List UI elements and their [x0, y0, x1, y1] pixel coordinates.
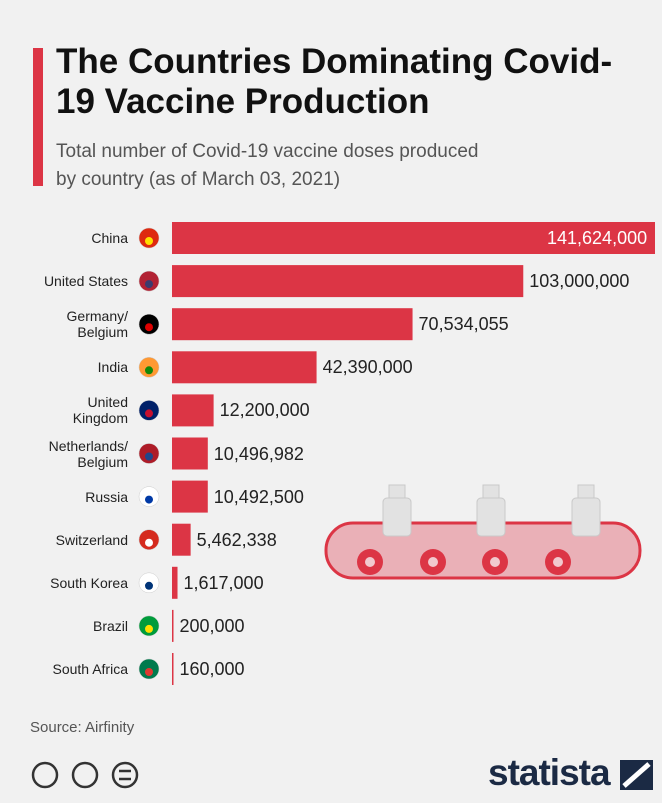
value-label: 70,534,055 [418, 314, 509, 335]
category-label: Netherlands/ Belgium [48, 437, 128, 470]
bar [172, 351, 317, 384]
bar [172, 265, 524, 298]
bar [172, 566, 178, 599]
bar [172, 222, 655, 254]
flag-icon-detail [145, 624, 153, 633]
value-label: 200,000 [179, 615, 245, 636]
flag-icon-detail [145, 495, 153, 504]
flag-icon-detail [145, 668, 153, 676]
category-label: China [91, 230, 128, 246]
value-label: 5,462,338 [196, 529, 277, 550]
accent-bar [33, 48, 43, 186]
flag-icon-detail [145, 409, 153, 418]
flag-icon-detail [145, 323, 153, 332]
category-label: Switzerland [55, 531, 128, 548]
bar [172, 609, 174, 642]
bar [172, 480, 208, 513]
value-label: 1,617,000 [183, 572, 264, 593]
flag-icon-detail [145, 280, 153, 289]
license-icons [31, 761, 139, 789]
value-label: 42,390,000 [322, 357, 413, 378]
category-label: United Kingdom [72, 394, 128, 427]
brand-name: statista [488, 752, 611, 793]
flag-icon-detail [145, 452, 153, 461]
bar [172, 308, 413, 341]
value-label: 10,492,500 [213, 486, 304, 507]
value-label: 141,624,000 [547, 228, 648, 248]
flag-icon-detail [145, 366, 153, 375]
value-label: 10,496,982 [213, 443, 304, 464]
value-label: 12,200,000 [219, 400, 310, 421]
bar [172, 653, 174, 685]
value-label: 103,000,000 [529, 271, 630, 292]
category-label: India [97, 359, 128, 376]
category-label: Germany/ Belgium [66, 308, 128, 341]
chart-title: The Countries Dominating Covid-19 Vaccin… [56, 42, 613, 121]
category-label: South Korea [50, 574, 128, 591]
source-note: Source: Airfinity [30, 719, 135, 736]
category-label: Russia [85, 488, 128, 505]
value-label: 160,000 [179, 659, 245, 679]
flag-icon-detail [145, 581, 153, 590]
category-label: Brazil [92, 617, 128, 634]
bar [172, 437, 208, 470]
category-label: South Africa [52, 661, 129, 677]
brand-logo-mark [620, 760, 653, 790]
flag-icon-detail [145, 237, 153, 245]
category-label: United States [43, 273, 128, 290]
bar [172, 394, 214, 427]
bar [172, 523, 191, 556]
flag-icon-detail [145, 538, 153, 547]
conveyor-illustration [324, 484, 642, 580]
chart-subtitle: Total number of Covid-19 vaccine doses p… [56, 141, 479, 190]
